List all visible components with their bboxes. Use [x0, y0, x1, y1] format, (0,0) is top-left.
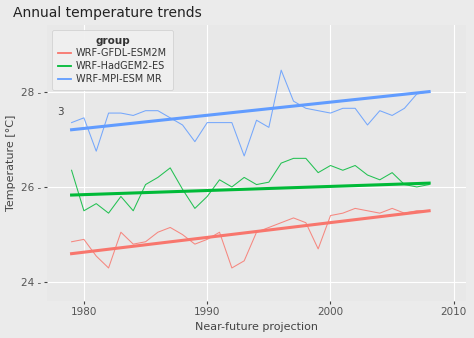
X-axis label: Near-future projection: Near-future projection [195, 322, 318, 333]
Text: 3: 3 [57, 107, 64, 117]
Y-axis label: Temperature [°C]: Temperature [°C] [6, 115, 16, 211]
Legend: WRF-GFDL-ESM2M, WRF-HadGEM2-ES, WRF-MPI-ESM MR: WRF-GFDL-ESM2M, WRF-HadGEM2-ES, WRF-MPI-… [52, 30, 173, 90]
Text: Annual temperature trends: Annual temperature trends [13, 5, 202, 20]
